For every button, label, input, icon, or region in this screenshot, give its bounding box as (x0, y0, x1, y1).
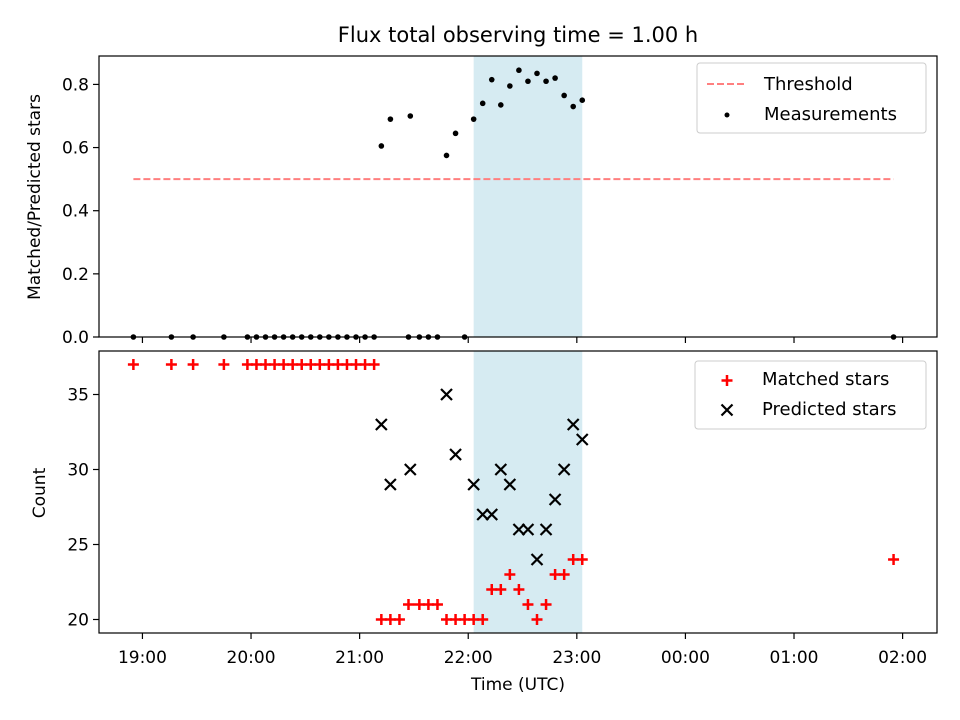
y-tick-label: 0.4 (62, 202, 89, 222)
matched-star-point (393, 614, 405, 625)
x-tick-label: 21:00 (335, 648, 384, 668)
predicted-star-point (575, 433, 589, 446)
x-tick-label: 02:00 (878, 648, 927, 668)
predicted-star-point (530, 553, 544, 566)
bottom-y-axis-label: Count (30, 467, 50, 518)
predicted-star-point (539, 523, 553, 536)
matched-star-point (477, 614, 489, 625)
measurement-point (378, 143, 385, 149)
chart-title: Flux total observing time = 1.00 h (338, 23, 698, 47)
predicted-star-point (503, 478, 517, 491)
matched-star-point (888, 554, 900, 565)
legend-measurements-label: Measurements (764, 104, 897, 125)
matched-star-point (495, 584, 507, 595)
matched-star-point (576, 554, 588, 565)
x-tick-label: 01:00 (770, 648, 819, 668)
measurement-point (498, 102, 504, 108)
matched-star-point (531, 614, 543, 625)
measurement-point (488, 76, 495, 83)
measurement-point (387, 116, 394, 122)
matched-star-point (165, 359, 177, 370)
predicted-star-point (512, 523, 526, 536)
top-legend-box (696, 62, 927, 134)
matched-star-point (402, 599, 414, 610)
legend-matched-label: Matched stars (762, 369, 889, 390)
bottom-y-ticks: 20 25 30 35 (67, 386, 99, 631)
matched-star-point (558, 569, 570, 580)
predicted-star-point (404, 463, 417, 476)
legend-predicted-swatch (720, 403, 734, 417)
measurement-point (525, 78, 531, 85)
x-tick-label: 23:00 (552, 648, 601, 668)
measurement-point (552, 75, 558, 81)
measurement-point (579, 97, 586, 104)
measurement-point (470, 116, 477, 122)
x-tick-label: 19:00 (118, 648, 167, 668)
predicted-star-point (485, 508, 499, 521)
bottom-legend: Matched stars Predicted stars (694, 360, 927, 430)
measurement-point (543, 78, 549, 85)
y-tick-label: 30 (67, 461, 89, 481)
predicted-star-point (566, 418, 580, 431)
legend-measurements-swatch (724, 112, 730, 118)
matched-star-point (513, 584, 525, 595)
observation-window-top (473, 56, 583, 337)
predicted-star-point (449, 448, 462, 461)
matched-star-point (187, 359, 199, 370)
matched-star-point (540, 599, 552, 610)
predicted-star-point (384, 478, 397, 491)
matched-star-point (127, 359, 139, 370)
matched-star-point (522, 599, 534, 610)
top-y-ticks: 0.0 0.2 0.4 0.6 0.8 (62, 75, 99, 348)
top-x-ticks (141, 337, 904, 343)
bottom-plot-frame (98, 350, 938, 634)
predicted-star-point (548, 493, 562, 506)
measurement-point (516, 67, 522, 74)
matched-star-point (431, 599, 443, 610)
measurement-point (443, 152, 450, 159)
top-y-axis-label: Matched/Predicted stars (25, 94, 45, 300)
measurement-point (561, 92, 567, 99)
y-tick-label: 25 (67, 536, 89, 556)
predicted-star-point (476, 508, 489, 521)
matched-star-point (504, 569, 516, 580)
legend-threshold-label: Threshold (763, 74, 853, 95)
measurement-point (407, 113, 414, 119)
matched-star-point (368, 359, 380, 370)
y-tick-label: 0.0 (62, 328, 89, 348)
y-tick-label: 20 (67, 611, 89, 631)
top-panel: 0.00.20.40.60.8 Matched/Predicted stars … (25, 55, 938, 348)
y-tick-label: 0.2 (62, 265, 89, 285)
bottom-legend-box (694, 360, 927, 430)
x-tick-label: 22:00 (444, 648, 493, 668)
predicted-star-point (440, 388, 453, 401)
y-tick-label: 35 (67, 386, 89, 406)
predicted-star-point (375, 418, 388, 431)
predicted-star-point (557, 463, 571, 476)
bottom-panel: 20 25 30 35 19:00 20:00 21:00 22:00 23:00 00:00 0… (30, 350, 938, 695)
x-tick-label: 00:00 (661, 648, 710, 668)
measurement-point (534, 70, 540, 77)
bottom-x-ticks: 19:00 20:00 21:00 22:00 23:00 00:00 01:00 02:00 (118, 633, 927, 668)
count-markers-layer (127, 359, 900, 625)
x-axis-label: Time (UTC) (470, 675, 565, 695)
legend-predicted-label: Predicted stars (762, 399, 896, 420)
measurement-point (570, 103, 577, 110)
predicted-star-point (521, 523, 535, 536)
x-tick-label: 20:00 (227, 648, 276, 668)
measurement-point (479, 100, 486, 107)
predicted-star-point (467, 478, 480, 491)
top-plot-frame (98, 55, 938, 338)
legend-matched-swatch (721, 375, 733, 386)
matched-star-point (218, 359, 230, 370)
y-tick-label: 0.6 (62, 139, 89, 159)
measurement-point (507, 83, 513, 89)
predicted-star-point (494, 463, 508, 476)
measurement-point (452, 130, 459, 137)
top-legend: Threshold Measurements (696, 62, 927, 134)
y-tick-label: 0.8 (62, 75, 89, 95)
